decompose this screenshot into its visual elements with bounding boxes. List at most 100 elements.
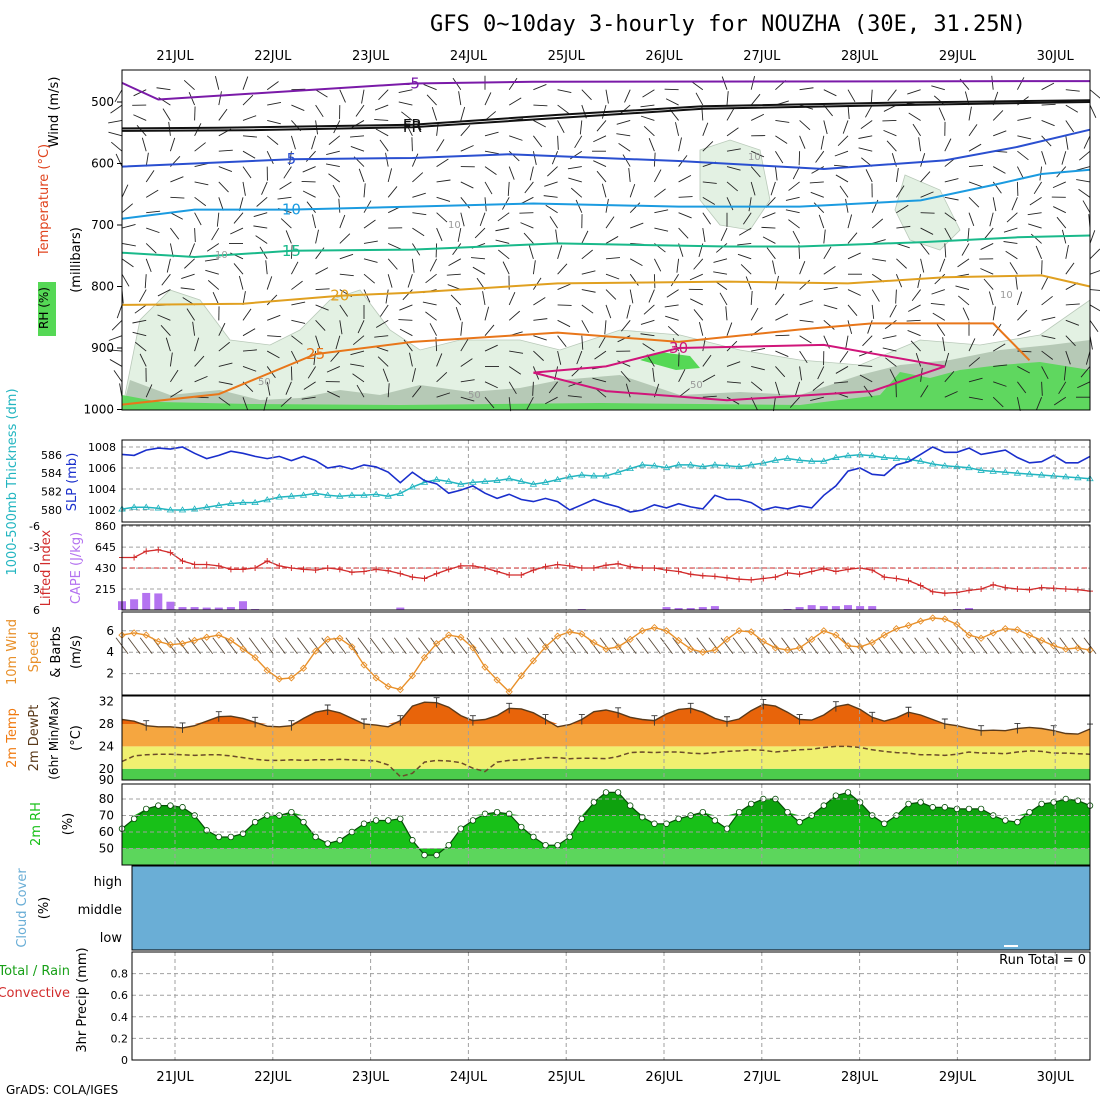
wind-barb — [436, 212, 448, 223]
wind-barb — [629, 183, 636, 198]
surface-wind-barb — [805, 637, 819, 655]
wind-barb — [436, 121, 439, 136]
surface-wind-barb — [950, 637, 964, 655]
wind-barb — [350, 145, 365, 152]
wind-barb — [932, 312, 946, 321]
temp-minmax-bar — [179, 722, 186, 733]
wind-barb — [665, 315, 679, 321]
lifted-index-marker — [1074, 586, 1081, 593]
ylabel-2m-dewpt: 2m DewPt — [27, 705, 42, 772]
wind-barb — [911, 289, 921, 302]
thickness-marker — [565, 473, 574, 480]
wind-barb — [315, 320, 326, 331]
wind-barb — [968, 212, 975, 227]
wind-barb — [847, 252, 861, 260]
top-date-label: 29JUL — [939, 49, 977, 64]
thickness-marker — [541, 478, 550, 485]
wind-barb — [858, 365, 873, 367]
rh-contour-label: 10 — [1000, 290, 1013, 301]
wind-speed-marker — [1013, 626, 1022, 634]
wind-barb — [738, 227, 752, 236]
wind-barb — [574, 135, 583, 149]
bottom-date-label: 25JUL — [548, 1070, 586, 1085]
lifted-index-marker — [1062, 586, 1069, 592]
wind-barb — [363, 219, 376, 229]
wind-barb — [605, 236, 619, 244]
cape-bar — [819, 606, 828, 610]
wind-barb — [339, 253, 354, 260]
wind-barb — [379, 139, 389, 152]
wind-barb — [132, 331, 147, 337]
surface-wind-barb — [1035, 637, 1048, 655]
wind-barb — [242, 94, 254, 106]
wind-speed-marker — [783, 646, 792, 654]
surface-wind-barb — [212, 637, 226, 655]
wind-barb — [412, 385, 422, 398]
wind-barb — [266, 81, 279, 91]
wind-barb — [1065, 244, 1069, 259]
ylabel-convective: Convective — [0, 986, 70, 1001]
wind-barb — [412, 172, 424, 183]
wind-barb — [188, 243, 196, 257]
wind-speed-marker — [1062, 645, 1070, 653]
wind-barb — [291, 104, 305, 111]
wind-barb — [823, 229, 826, 244]
ylabel-speed: Speed — [27, 632, 42, 673]
rh-marker — [711, 817, 719, 824]
wind-barb — [1009, 262, 1018, 275]
wind-barb — [382, 368, 389, 382]
wind-barb — [242, 397, 249, 411]
lifted-index-marker — [832, 568, 839, 575]
wind-barb — [328, 135, 341, 145]
wind-barb — [502, 261, 510, 275]
lifted-index-marker — [445, 566, 452, 573]
surface-wind-barb — [442, 637, 456, 655]
top-date-label: 28JUL — [841, 49, 879, 64]
ylabel-lifted-index: Lifted Index — [39, 529, 54, 606]
wind-barb — [508, 366, 522, 375]
wind-barb — [957, 295, 970, 306]
wind-barb — [818, 214, 825, 229]
wind-barb — [1015, 275, 1018, 290]
cape-bar — [142, 592, 151, 610]
wind-barb — [315, 304, 329, 311]
cape-tick-label: 215 — [95, 583, 116, 596]
wind-barb — [460, 181, 474, 189]
wind-barb — [289, 151, 292, 166]
wind-barb — [429, 323, 437, 336]
wind-barb — [799, 279, 811, 290]
wind-barb — [593, 160, 607, 167]
wind-speed-marker — [1050, 642, 1058, 650]
wind-barb — [813, 202, 825, 214]
rh-marker — [167, 802, 174, 809]
wind-barb — [145, 152, 149, 167]
wind-barb — [267, 335, 282, 338]
wind-barb — [740, 264, 752, 275]
wind-barb — [218, 91, 222, 106]
wind-barb — [218, 322, 226, 336]
thickness-marker — [178, 506, 187, 513]
wind-barb — [325, 163, 340, 168]
wind-barb — [1089, 104, 1097, 118]
wind-barb — [1058, 381, 1067, 395]
precip-label-bg — [0, 958, 74, 1008]
rh-marker — [457, 825, 464, 832]
temp-minmax-bar — [433, 697, 440, 708]
thickness-marker — [868, 451, 876, 459]
thickness-marker — [323, 491, 332, 498]
wind-barb — [939, 258, 946, 273]
wind-barb — [547, 166, 558, 177]
top-date-label: 30JUL — [1037, 49, 1075, 64]
thickness-marker — [275, 493, 284, 500]
rh-marker — [675, 815, 682, 822]
wind-barb — [621, 320, 631, 332]
surface-wind-barb — [369, 637, 383, 655]
temp-minmax-bar — [941, 718, 948, 729]
wind-barb — [1005, 250, 1018, 260]
surface-wind-barb — [877, 637, 891, 655]
wind-barb — [1065, 262, 1075, 275]
wind-speed-marker — [130, 629, 138, 637]
isotherm-label: FR — [403, 118, 422, 136]
wind-barb — [1065, 135, 1069, 150]
wind-speed-marker — [614, 643, 622, 651]
